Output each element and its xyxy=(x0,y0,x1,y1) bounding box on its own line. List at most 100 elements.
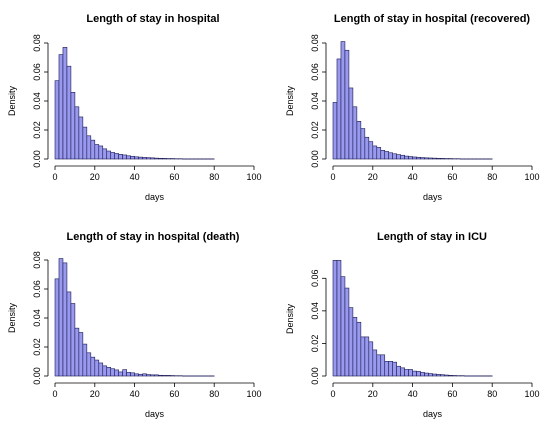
x-tick-label: 100 xyxy=(524,172,539,182)
histogram-bar xyxy=(130,372,135,377)
histogram-bar xyxy=(424,157,429,160)
histogram-bar xyxy=(356,321,362,377)
chart-title: Length of stay in hospital (recovered) xyxy=(334,13,531,25)
histogram-bar xyxy=(352,317,358,377)
chart-panel-2: Length of stay in hospital (recovered) 0 2… xyxy=(285,13,540,202)
x-tick-label: 40 xyxy=(130,172,140,182)
histogram-bar xyxy=(62,262,68,377)
histogram-bar xyxy=(364,336,370,377)
histogram-bar xyxy=(74,106,80,160)
chart-panel-3: Length of stay in hospital (death) 0 20 40 6… xyxy=(7,231,262,419)
histogram-bar xyxy=(388,152,394,160)
histogram-bar xyxy=(344,49,350,160)
y-tick-label: 0.02 xyxy=(310,121,320,139)
x-tick-label: 80 xyxy=(209,172,219,182)
histogram-bar xyxy=(332,102,338,160)
x-tick-label: 80 xyxy=(487,389,497,399)
histogram-bar xyxy=(154,157,159,160)
y-tick-label: 0.04 xyxy=(310,92,320,110)
histogram-bar xyxy=(336,58,342,160)
histogram-bar xyxy=(78,332,84,377)
histogram-bar xyxy=(86,135,92,160)
x-tick-label: 100 xyxy=(246,389,261,399)
y-tick-label: 0.08 xyxy=(310,34,320,52)
x-axis-label: days xyxy=(145,409,165,419)
histogram-bar xyxy=(138,156,143,160)
x-tick-label: 60 xyxy=(447,172,457,182)
histogram-bar xyxy=(114,369,119,377)
histogram-bar xyxy=(70,303,76,377)
x-tick-label: 0 xyxy=(52,389,57,399)
histogram-bar xyxy=(94,359,100,377)
histogram-bar xyxy=(98,145,104,160)
histogram-bar xyxy=(360,336,366,377)
histogram-bar xyxy=(420,372,425,377)
histogram-bar xyxy=(400,154,405,160)
histogram-bar xyxy=(432,373,437,377)
histogram-bar xyxy=(368,141,374,160)
y-tick-label: 0.06 xyxy=(310,63,320,81)
histogram-bar xyxy=(58,258,64,377)
histogram-bar xyxy=(142,157,147,160)
histogram-bar xyxy=(82,343,88,377)
histogram-bar xyxy=(150,374,155,377)
chart-panel-4: Length of stay in ICU 0 20 40 60 80 100 days 0.0… xyxy=(285,231,540,419)
histogram-bar xyxy=(408,156,413,160)
histogram-bar xyxy=(428,373,433,377)
histogram-bar xyxy=(146,374,151,377)
histogram-bar xyxy=(440,158,445,160)
histogram-bar xyxy=(388,361,394,377)
x-tick-label: 20 xyxy=(90,172,100,182)
x-tick-label: 40 xyxy=(408,172,418,182)
histogram-bar xyxy=(102,365,108,377)
histogram-bar xyxy=(444,374,449,377)
x-tick-label: 40 xyxy=(130,389,140,399)
histogram-bar xyxy=(82,126,88,160)
x-tick-label: 0 xyxy=(52,172,57,182)
y-tick-label: 0.08 xyxy=(32,251,42,269)
histogram-bar xyxy=(122,154,127,160)
chart-title: Length of stay in ICU xyxy=(377,231,487,243)
histogram-bar xyxy=(70,92,76,160)
y-tick-label: 0.06 xyxy=(310,270,320,288)
histogram-bar xyxy=(118,371,123,377)
histogram-bar xyxy=(432,157,437,160)
y-tick-label: 0.02 xyxy=(310,335,320,353)
histogram-bar xyxy=(154,374,159,377)
x-tick-label: 0 xyxy=(330,172,335,182)
histogram-bar xyxy=(372,145,378,160)
histogram-bar xyxy=(340,276,346,377)
chart-panel-1: Length of stay in hospital 0 20 40 60 80 100 da… xyxy=(7,13,262,202)
histogram-bar xyxy=(94,144,100,160)
histogram-bar xyxy=(380,354,386,377)
histogram-bar xyxy=(106,366,112,377)
histogram-bar xyxy=(384,151,390,160)
histogram-bar xyxy=(162,375,167,377)
histogram-bar xyxy=(118,154,123,160)
histogram-bar xyxy=(376,147,382,160)
histogram-bar xyxy=(448,375,453,377)
histogram-bar xyxy=(368,341,374,377)
histogram-bar xyxy=(436,374,441,377)
histogram-bar xyxy=(396,154,401,160)
y-tick-label: 0.04 xyxy=(310,302,320,320)
y-axis-label: Density xyxy=(7,85,17,116)
histogram-bar xyxy=(424,372,429,377)
y-tick-label: 0.00 xyxy=(32,367,42,385)
y-tick-label: 0.02 xyxy=(32,338,42,356)
x-tick-label: 80 xyxy=(487,172,497,182)
x-axis-label: days xyxy=(145,192,165,202)
histogram-bar xyxy=(110,152,116,160)
x-tick-label: 60 xyxy=(169,172,179,182)
x-tick-label: 20 xyxy=(368,172,378,182)
histogram-bar xyxy=(106,150,112,160)
histogram-bar xyxy=(134,373,139,377)
histogram-bar xyxy=(54,278,60,377)
histogram-bar xyxy=(150,157,155,160)
histogram-bar xyxy=(392,153,397,160)
histogram-bar xyxy=(416,156,421,160)
x-axis-label: days xyxy=(423,409,443,419)
x-tick-label: 100 xyxy=(246,172,261,182)
histogram-bar xyxy=(416,371,421,377)
y-tick-label: 0.00 xyxy=(32,150,42,168)
